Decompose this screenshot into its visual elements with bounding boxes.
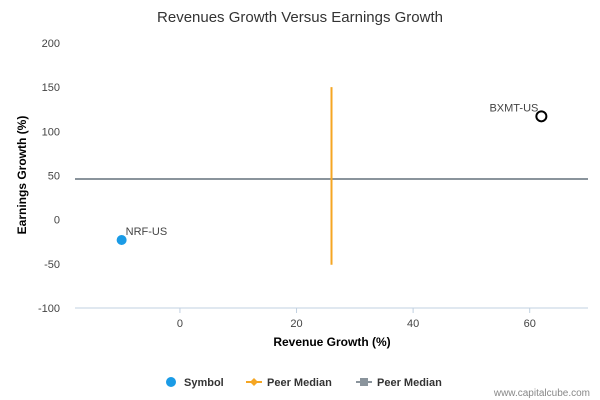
point-nrf-us [116, 234, 127, 245]
legend-symbol-icon [166, 377, 176, 387]
x-axis-label: Revenue Growth (%) [273, 335, 390, 349]
y-tick-label: 0 [54, 215, 60, 227]
x-tick-label: 0 [177, 318, 183, 330]
legend-item-label[interactable]: Symbol [184, 377, 224, 389]
plot-area: -100 -50 0 50 100 150 200 0 20 40 60 NRF-US BXMT-US [38, 38, 588, 330]
y-tick-label: -50 [44, 259, 60, 271]
y-axis-label: Earnings Growth (%) [15, 116, 29, 235]
point-bxmt-us [535, 110, 548, 123]
x-tick-label: 20 [290, 318, 302, 330]
y-tick-label: 50 [48, 171, 60, 183]
y-tick-label: -100 [38, 303, 60, 315]
legend-item-label[interactable]: Peer Median [377, 377, 442, 389]
x-tick-label: 60 [524, 318, 536, 330]
x-tick-label: 40 [407, 318, 419, 330]
y-tick-label: 100 [42, 126, 60, 138]
y-tick-label: 150 [42, 82, 60, 94]
credit-text: www.capitalcube.com [493, 388, 590, 399]
legend-square-icon [360, 378, 368, 386]
legend-diamond-icon [250, 378, 258, 386]
y-tick-label: 200 [42, 38, 60, 50]
point-label-nrf-us: NRF-US [126, 226, 168, 238]
chart-title: Revenues Growth Versus Earnings Growth [157, 9, 443, 26]
point-label-bxmt-us: BXMT-US [489, 102, 538, 114]
legend[interactable]: Symbol Peer Median Peer Median [166, 377, 442, 389]
legend-item-label[interactable]: Peer Median [267, 377, 332, 389]
